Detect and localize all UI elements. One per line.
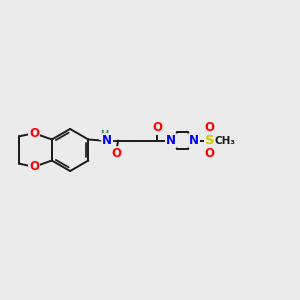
- Text: O: O: [29, 127, 39, 140]
- Text: O: O: [152, 121, 162, 134]
- Text: O: O: [112, 147, 122, 160]
- Text: S: S: [205, 134, 215, 147]
- Text: O: O: [205, 147, 215, 160]
- Text: H: H: [100, 130, 108, 140]
- Text: O: O: [205, 121, 215, 134]
- Text: O: O: [29, 160, 39, 173]
- Text: N: N: [102, 134, 112, 147]
- Text: N: N: [189, 134, 199, 147]
- Text: N: N: [166, 134, 176, 147]
- Text: CH₃: CH₃: [215, 136, 236, 146]
